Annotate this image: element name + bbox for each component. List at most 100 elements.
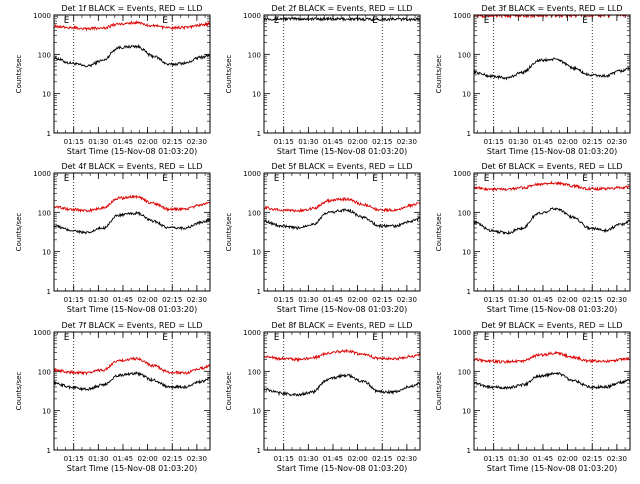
- events-series-line: [54, 210, 210, 235]
- events-series-line: [54, 43, 210, 68]
- x-tick-label: 01:15: [484, 296, 504, 304]
- panel-det-6: Det 6f BLACK = Events, RED = LLD Counts/s…: [435, 162, 631, 314]
- x-axis-label: Start Time (15-Nov-08 01:03:20): [67, 464, 197, 473]
- x-tick-label: 02:15: [582, 138, 602, 146]
- plot-frame: [53, 331, 211, 451]
- plot-frame: [473, 331, 631, 451]
- lld-series-line: [474, 15, 630, 19]
- x-tick-label: 01:45: [113, 455, 133, 463]
- plot-frame: [263, 172, 421, 292]
- x-tick-label: 01:15: [274, 296, 294, 304]
- events-series-line: [264, 16, 420, 22]
- event-marker-label: E: [372, 333, 378, 343]
- y-tick-label: 10: [462, 408, 471, 416]
- x-tick-label: 02:15: [372, 455, 392, 463]
- x-tick-label: 01:30: [508, 455, 528, 463]
- y-tick-label: 1: [47, 447, 51, 455]
- panel-title: Det 5f BLACK = Events, RED = LLD: [271, 162, 412, 171]
- y-tick-label: 1: [467, 288, 471, 296]
- y-axis-label: Counts/sec: [435, 213, 443, 252]
- y-tick-label: 1: [47, 130, 51, 138]
- plot-frame: [263, 14, 421, 134]
- events-series-line: [54, 370, 210, 392]
- x-tick-label: 02:30: [187, 455, 207, 463]
- x-tick-label: 01:15: [274, 138, 294, 146]
- x-tick-label: 02:15: [372, 296, 392, 304]
- y-tick-label: 10: [42, 91, 51, 99]
- x-tick-label: 01:45: [533, 455, 553, 463]
- x-tick-label: 02:00: [348, 296, 368, 304]
- event-marker-label: E: [582, 16, 588, 26]
- x-tick-label: 02:30: [187, 138, 207, 146]
- y-tick-label: 1: [47, 288, 51, 296]
- x-tick-label: 02:15: [162, 455, 182, 463]
- event-marker-label: E: [64, 174, 70, 184]
- x-tick-label: 01:45: [323, 296, 343, 304]
- x-tick-label: 01:30: [88, 296, 108, 304]
- x-tick-label: 02:00: [558, 455, 578, 463]
- x-tick-label: 02:00: [558, 138, 578, 146]
- y-tick-label: 100: [458, 51, 471, 59]
- x-axis-label: Start Time (15-Nov-08 01:03:20): [487, 147, 617, 156]
- x-tick-label: 01:30: [298, 138, 318, 146]
- events-series-line: [474, 371, 630, 390]
- panel-title: Det 3f BLACK = Events, RED = LLD: [481, 4, 622, 13]
- y-tick-label: 100: [458, 368, 471, 376]
- x-tick-label: 02:00: [558, 296, 578, 304]
- events-series-line: [264, 373, 420, 397]
- x-axis-label: Start Time (15-Nov-08 01:03:20): [277, 464, 407, 473]
- y-tick-label: 1: [257, 130, 261, 138]
- x-tick-label: 01:30: [508, 138, 528, 146]
- y-tick-label: 100: [458, 209, 471, 217]
- y-tick-label: 10: [42, 408, 51, 416]
- x-tick-label: 01:45: [323, 455, 343, 463]
- event-marker-label: E: [162, 174, 168, 184]
- x-tick-label: 01:30: [508, 296, 528, 304]
- y-tick-label: 1: [467, 130, 471, 138]
- plot-frame: [473, 172, 631, 292]
- x-tick-label: 02:30: [397, 138, 417, 146]
- y-tick-label: 1000: [453, 170, 471, 178]
- x-tick-label: 02:15: [582, 455, 602, 463]
- y-tick-label: 10: [462, 249, 471, 257]
- panel-det-5: Det 5f BLACK = Events, RED = LLD Counts/s…: [225, 162, 421, 314]
- y-tick-label: 1000: [243, 12, 261, 20]
- panel-det-7: Det 7f BLACK = Events, RED = LLD Counts/s…: [15, 321, 211, 473]
- panel-det-2: Det 2f BLACK = Events, RED = LLD Counts/s…: [225, 4, 421, 156]
- event-marker-label: E: [162, 333, 168, 343]
- panel-det-4: Det 4f BLACK = Events, RED = LLD Counts/s…: [15, 162, 211, 314]
- x-axis-label: Start Time (15-Nov-08 01:03:20): [487, 305, 617, 314]
- event-marker-label: E: [274, 16, 280, 26]
- x-tick-label: 01:15: [64, 138, 84, 146]
- y-tick-label: 1000: [33, 329, 51, 337]
- lld-series-line: [474, 180, 630, 192]
- x-tick-label: 01:15: [64, 296, 84, 304]
- y-axis-label: Counts/sec: [225, 213, 233, 252]
- panel-title: Det 6f BLACK = Events, RED = LLD: [481, 162, 622, 171]
- x-tick-label: 01:45: [113, 296, 133, 304]
- x-tick-label: 01:30: [298, 455, 318, 463]
- x-tick-label: 02:30: [187, 296, 207, 304]
- panel-title: Det 4f BLACK = Events, RED = LLD: [61, 162, 202, 171]
- event-marker-label: E: [64, 16, 70, 26]
- y-axis-label: Counts/sec: [435, 55, 443, 94]
- x-tick-label: 02:30: [607, 296, 627, 304]
- x-tick-label: 01:45: [533, 296, 553, 304]
- y-axis-label: Counts/sec: [225, 55, 233, 94]
- lld-series-line: [54, 356, 210, 376]
- plot-frame: [53, 172, 211, 292]
- plot-frame: [53, 14, 211, 134]
- y-axis-label: Counts/sec: [435, 372, 443, 411]
- event-marker-label: E: [484, 333, 490, 343]
- x-tick-label: 02:00: [138, 138, 158, 146]
- x-axis-label: Start Time (15-Nov-08 01:03:20): [277, 305, 407, 314]
- y-tick-label: 100: [248, 209, 261, 217]
- x-tick-label: 01:15: [64, 455, 84, 463]
- y-tick-label: 10: [252, 91, 261, 99]
- panel-title: Det 1f BLACK = Events, RED = LLD: [61, 4, 202, 13]
- y-tick-label: 10: [462, 91, 471, 99]
- y-tick-label: 1000: [33, 170, 51, 178]
- x-tick-label: 02:30: [607, 138, 627, 146]
- panel-title: Det 2f BLACK = Events, RED = LLD: [271, 4, 412, 13]
